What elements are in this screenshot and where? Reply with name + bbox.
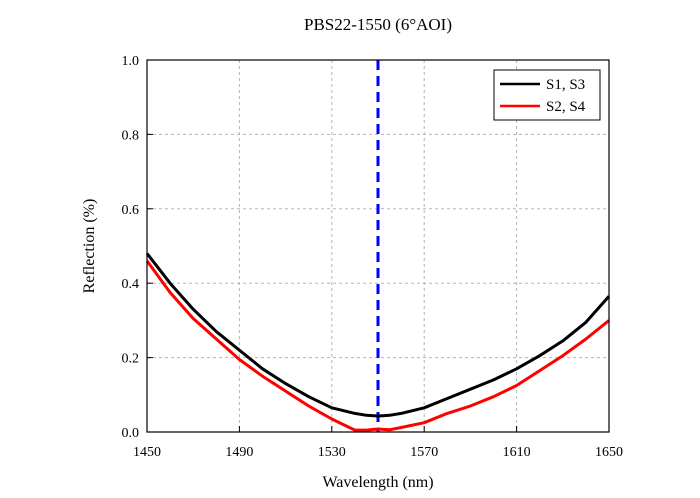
x-tick-label: 1650: [595, 445, 623, 460]
y-axis-label: Reflection (%): [81, 199, 98, 294]
y-tick-label: 0.0: [122, 426, 140, 441]
y-tick-label: 0.2: [122, 352, 140, 367]
chart-title: PBS22-1550 (6°AOI): [304, 15, 452, 34]
x-tick-label: 1530: [318, 445, 346, 460]
y-tick-label: 0.8: [122, 128, 140, 143]
plot-frame: [146, 59, 610, 433]
legend-label-s1-s3: S1, S3: [546, 77, 585, 93]
x-axis: 1450 1490 1530 1570 1610 1650: [133, 426, 623, 460]
legend-box: [493, 69, 601, 121]
x-tick-label: 1570: [410, 445, 438, 460]
x-tick-label: 1490: [225, 445, 253, 460]
series-layer: [145, 252, 611, 432]
y-tick-label: 0.4: [122, 277, 140, 292]
legend-label-s2-s4: S2, S4: [546, 99, 586, 115]
legend: S1, S3 S2, S4: [493, 69, 601, 121]
y-tick-label: 0.6: [122, 203, 140, 218]
y-tick-label: 1.0: [122, 54, 140, 69]
series-line-s2-s4: [145, 260, 610, 432]
y-axis: 0.0 0.2 0.4 0.6 0.8 1.0: [122, 54, 153, 441]
x-tick-label: 1450: [133, 445, 161, 460]
x-axis-label: Wavelength (nm): [322, 474, 433, 491]
x-tick-label: 1610: [503, 445, 531, 460]
